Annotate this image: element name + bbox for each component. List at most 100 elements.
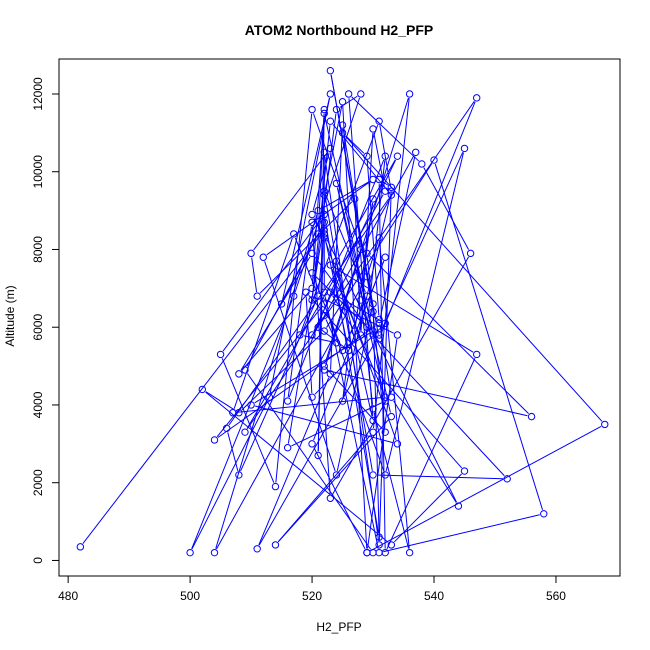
data-point xyxy=(369,471,377,479)
data-point xyxy=(320,210,328,219)
series-segment xyxy=(191,299,293,549)
series-segment xyxy=(291,402,382,447)
series-segment xyxy=(317,113,325,230)
x-tick-label: 560 xyxy=(546,589,566,603)
series-segment xyxy=(338,159,396,258)
series-segment xyxy=(342,105,368,549)
data-point xyxy=(320,191,328,199)
data-point xyxy=(326,117,335,125)
data-point xyxy=(326,90,335,98)
y-tick-label: 8000 xyxy=(31,236,45,263)
y-tick-label: 10000 xyxy=(31,155,45,189)
series-segment xyxy=(246,373,372,550)
data-point xyxy=(320,109,328,118)
data-point xyxy=(222,424,231,432)
data-point xyxy=(210,436,219,444)
data-point xyxy=(320,218,328,226)
series-segment xyxy=(253,151,329,251)
data-point xyxy=(357,331,365,339)
data-point xyxy=(314,292,322,300)
data-point xyxy=(418,160,426,168)
data-point xyxy=(247,401,255,409)
data-point xyxy=(247,249,255,258)
data-point xyxy=(302,288,310,296)
series-segment xyxy=(369,255,529,415)
data-point xyxy=(186,548,194,557)
series-segment xyxy=(370,425,602,552)
data-point xyxy=(326,261,335,269)
data-point xyxy=(363,152,371,160)
data-point xyxy=(332,179,341,188)
data-point xyxy=(405,90,414,98)
chart-title: ATOM2 Northbound H2_PFP xyxy=(245,22,433,38)
series-segment xyxy=(367,241,379,273)
data-point xyxy=(387,187,396,195)
series-segment xyxy=(324,296,379,549)
series-segment xyxy=(205,391,236,411)
data-point xyxy=(375,315,383,324)
data-point xyxy=(393,331,402,339)
series-segment xyxy=(325,237,457,503)
series-segment xyxy=(336,187,385,398)
data-point xyxy=(381,253,389,261)
data-point xyxy=(357,296,365,304)
x-tick-label: 480 xyxy=(58,589,78,603)
data-point xyxy=(387,412,396,421)
data-point xyxy=(320,327,328,335)
y-axis-label: Altitude (m) xyxy=(3,285,17,346)
data-point xyxy=(381,319,389,328)
series-segment xyxy=(277,435,371,543)
data-point xyxy=(363,292,371,300)
series-segment xyxy=(275,113,313,483)
series-segment xyxy=(367,339,398,549)
series-segment xyxy=(227,432,239,471)
data-point xyxy=(326,144,335,153)
data-point xyxy=(387,541,396,549)
data-point xyxy=(375,335,383,343)
data-point xyxy=(314,451,322,460)
data-point xyxy=(344,346,353,355)
data-point xyxy=(229,409,237,417)
series-segment xyxy=(321,181,370,209)
data-point xyxy=(332,339,341,347)
data-point xyxy=(308,331,316,339)
series-segment xyxy=(344,135,603,422)
x-tick-label: 520 xyxy=(302,589,322,603)
data-point xyxy=(320,366,328,374)
data-point xyxy=(253,292,261,300)
data-point xyxy=(357,90,365,98)
series-segment xyxy=(241,291,310,371)
data-point xyxy=(320,105,328,114)
series-segment xyxy=(386,358,476,550)
series-segment xyxy=(191,400,268,550)
y-tick-label: 12000 xyxy=(31,77,45,111)
data-point xyxy=(320,148,328,156)
series-segment xyxy=(380,152,464,332)
series-segment xyxy=(317,113,325,452)
series-segment xyxy=(333,293,382,322)
series-segment xyxy=(379,323,392,394)
data-point xyxy=(381,548,389,557)
data-point xyxy=(381,152,389,160)
data-point xyxy=(216,350,225,359)
data-point xyxy=(338,98,347,106)
data-point xyxy=(369,428,377,436)
data-point xyxy=(375,117,383,125)
data-point xyxy=(308,249,316,258)
data-point xyxy=(241,428,249,436)
y-tick-label: 4000 xyxy=(31,391,45,418)
data-point xyxy=(308,105,316,114)
data-point xyxy=(314,323,322,331)
data-point xyxy=(381,428,389,436)
data-point xyxy=(405,548,414,557)
data-point xyxy=(338,121,347,129)
data-point xyxy=(375,541,383,549)
data-point xyxy=(503,475,511,483)
data-point xyxy=(387,191,396,199)
data-point xyxy=(320,187,328,195)
series-segment xyxy=(373,412,410,549)
data-point xyxy=(314,230,322,238)
